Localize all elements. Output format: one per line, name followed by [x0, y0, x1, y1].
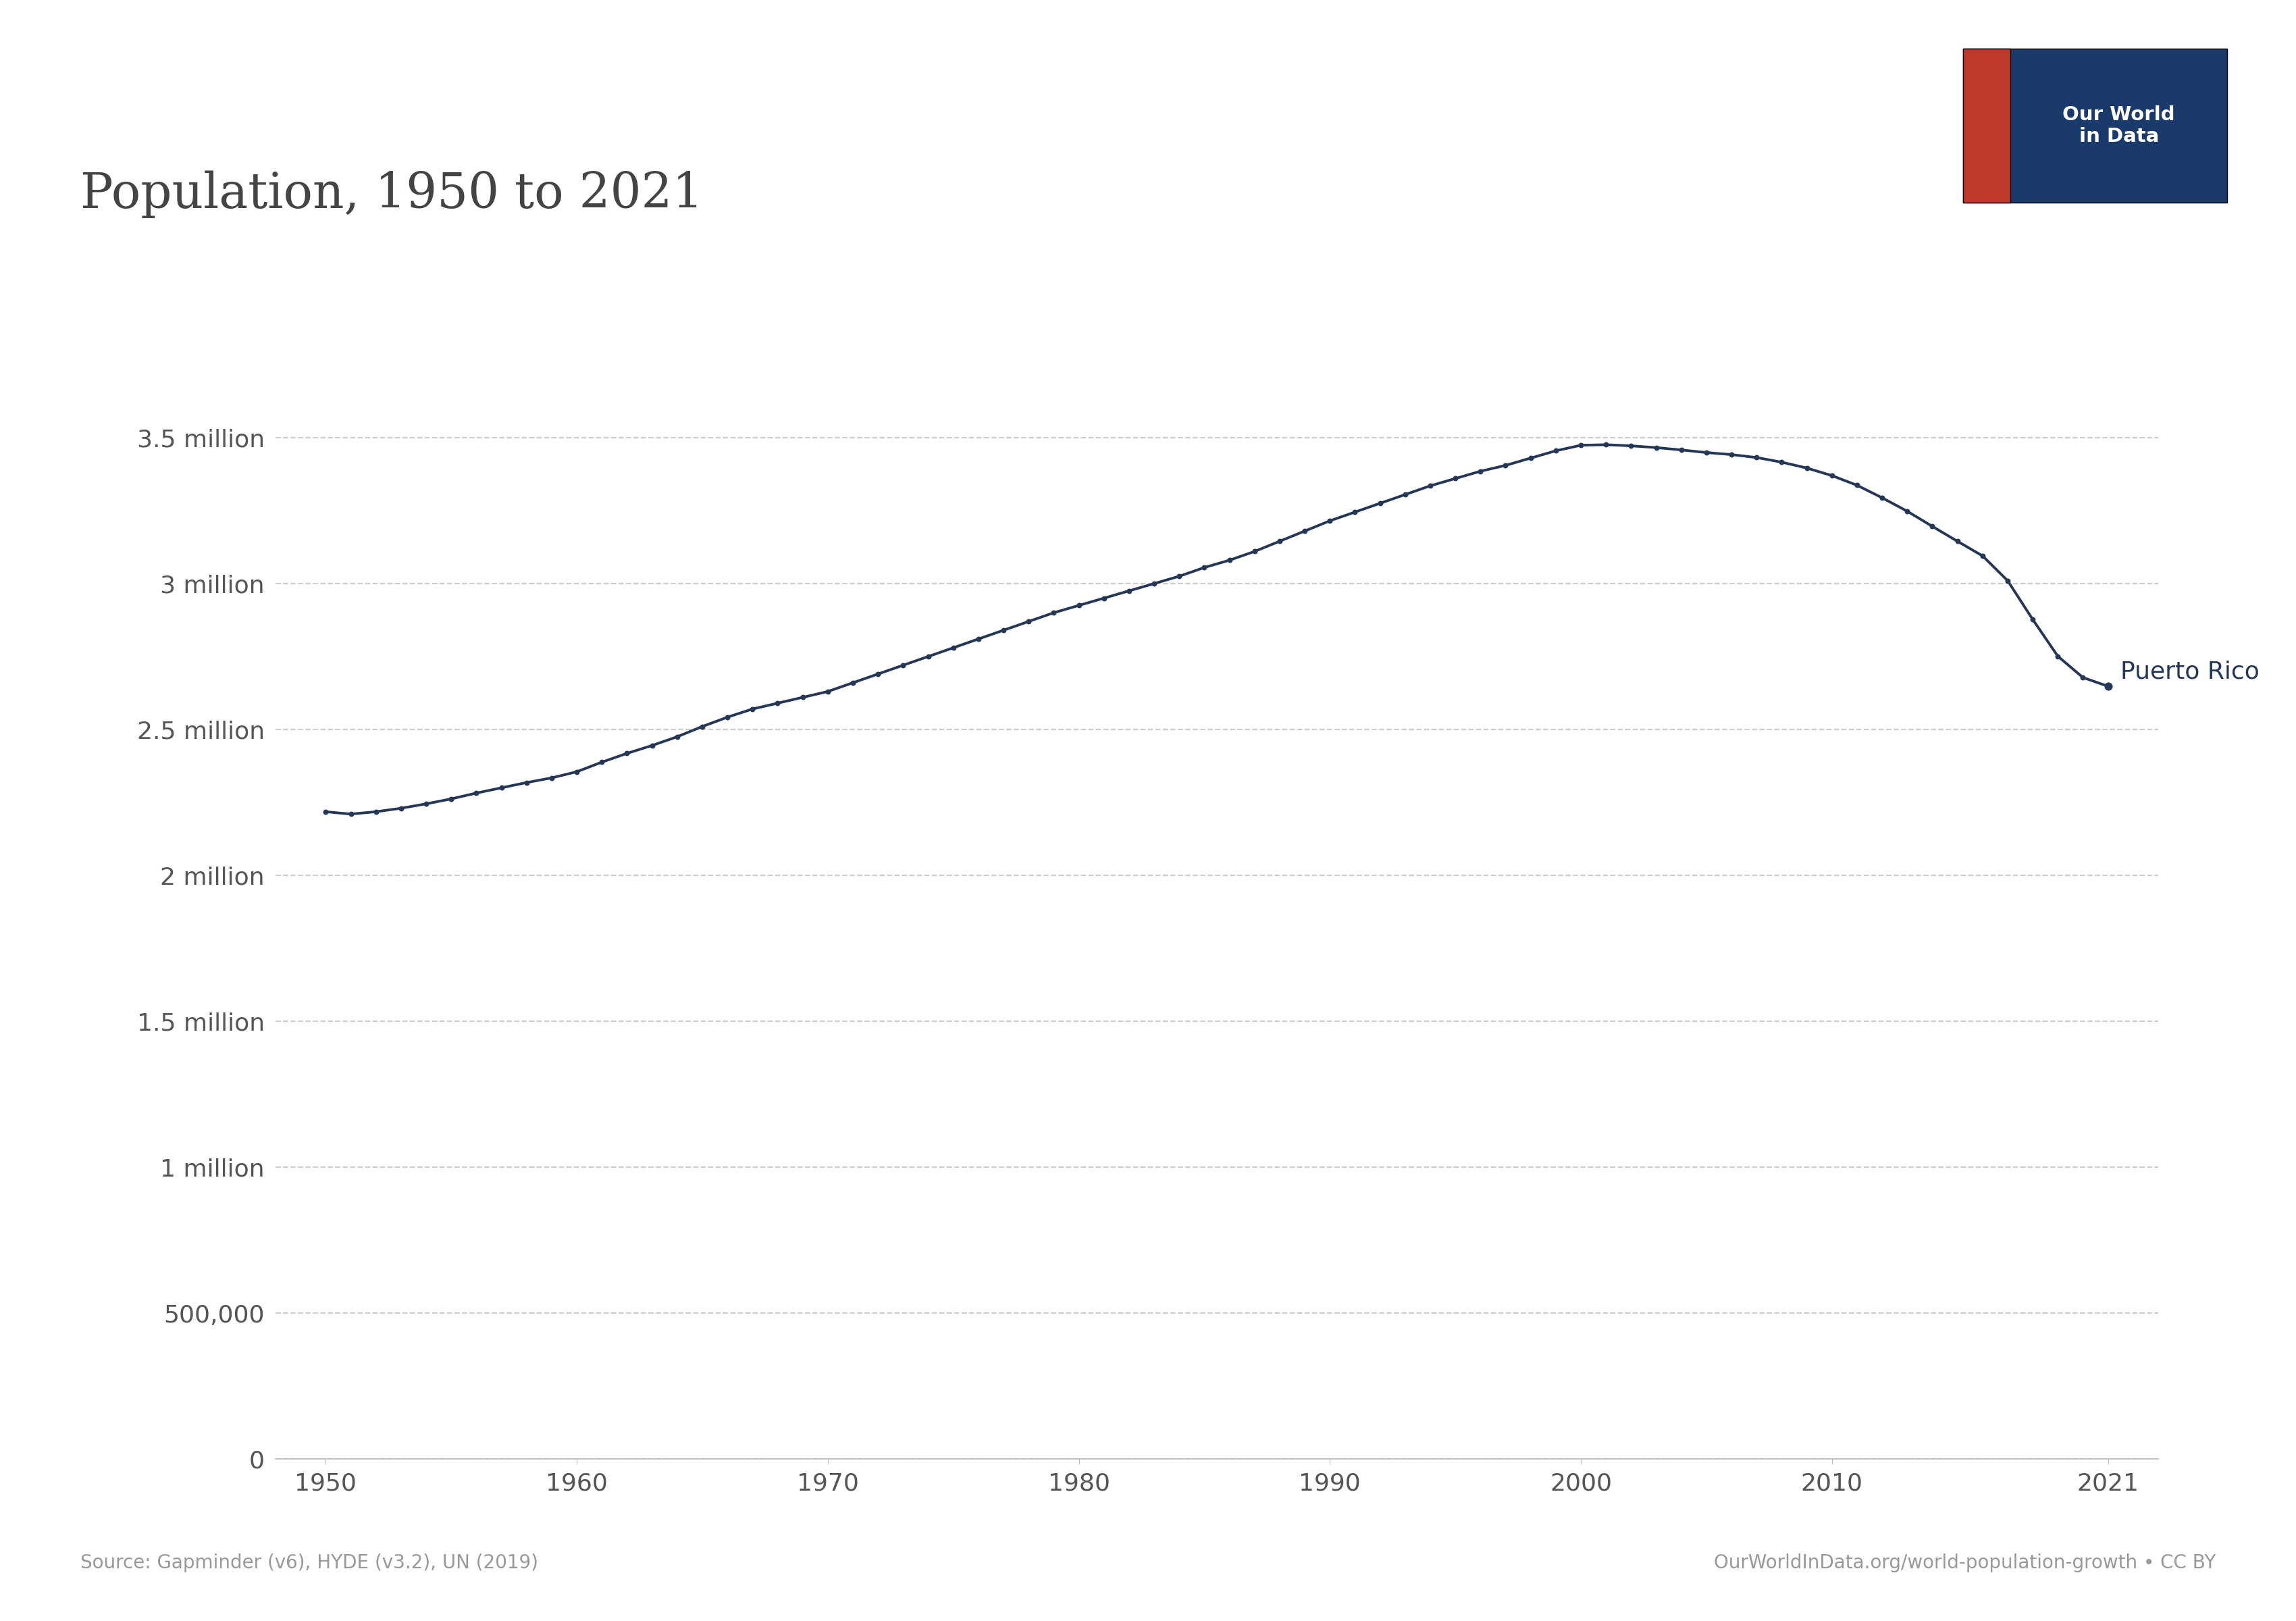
Point	[434, 786, 471, 812]
Point	[1463, 459, 1499, 485]
Text: Source: Gapminder (v6), HYDE (v3.2), UN (2019): Source: Gapminder (v6), HYDE (v3.2), UN …	[80, 1553, 537, 1572]
Point	[634, 733, 670, 759]
Point	[383, 796, 420, 822]
Point	[2014, 606, 2050, 632]
Point	[1662, 438, 1699, 464]
Point	[2089, 673, 2126, 699]
Point	[909, 644, 946, 669]
Point	[507, 770, 544, 796]
Point	[1612, 433, 1649, 459]
Point	[1538, 438, 1575, 464]
Point	[358, 799, 395, 825]
Point	[859, 661, 895, 687]
Point	[684, 713, 721, 739]
Point	[1688, 439, 1724, 465]
Point	[457, 780, 494, 806]
Point	[1738, 444, 1775, 470]
Point	[1789, 456, 1825, 481]
Point	[558, 759, 595, 785]
Point	[333, 801, 370, 827]
Point	[1111, 579, 1148, 605]
Point	[608, 741, 645, 767]
Point	[1061, 593, 1097, 619]
Point	[1387, 481, 1424, 507]
Point	[1839, 472, 1876, 498]
Point	[533, 765, 569, 791]
Point	[2039, 644, 2076, 669]
Text: OurWorldInData.org/world-population-growth • CC BY: OurWorldInData.org/world-population-grow…	[1713, 1553, 2216, 1572]
Point	[1137, 571, 1173, 597]
Point	[1488, 452, 1525, 478]
Point	[1988, 567, 2025, 593]
Point	[409, 791, 445, 817]
Point	[1010, 608, 1047, 634]
Point	[482, 775, 519, 801]
Point	[1187, 554, 1224, 580]
Point	[1940, 528, 1977, 554]
Point	[1035, 600, 1072, 626]
Point	[1286, 519, 1322, 545]
Point	[1412, 473, 1449, 499]
Point	[1814, 462, 1851, 488]
Text: Population, 1950 to 2021: Population, 1950 to 2021	[80, 170, 703, 217]
Point	[583, 749, 620, 775]
Point	[709, 704, 746, 729]
Point	[1763, 449, 1800, 475]
Point	[833, 669, 870, 695]
Point	[1261, 528, 1297, 554]
Text: Our World
in Data: Our World in Data	[2062, 105, 2174, 146]
Point	[735, 695, 771, 721]
Point	[659, 723, 696, 749]
Text: Puerto Rico: Puerto Rico	[2122, 660, 2259, 682]
Point	[308, 799, 344, 825]
Point	[1362, 491, 1398, 517]
Point	[2064, 665, 2101, 691]
Point	[1963, 543, 2000, 569]
Point	[1637, 434, 1674, 460]
Point	[2089, 673, 2126, 699]
Point	[1864, 485, 1901, 511]
Point	[1513, 446, 1550, 472]
Point	[1564, 433, 1600, 459]
Point	[1587, 431, 1623, 457]
Point	[934, 635, 971, 661]
Point	[760, 691, 797, 716]
Point	[884, 652, 921, 678]
Point	[1713, 441, 1750, 467]
Point	[1210, 548, 1247, 574]
Point	[1311, 507, 1348, 533]
Point	[1890, 498, 1926, 524]
Point	[985, 618, 1022, 644]
Point	[1162, 564, 1199, 590]
Point	[1336, 499, 1373, 525]
Point	[1235, 538, 1272, 564]
Point	[1086, 585, 1123, 611]
Point	[1915, 514, 1952, 540]
Point	[810, 679, 847, 705]
Point	[1437, 465, 1474, 491]
Point	[785, 684, 822, 710]
Point	[960, 626, 996, 652]
